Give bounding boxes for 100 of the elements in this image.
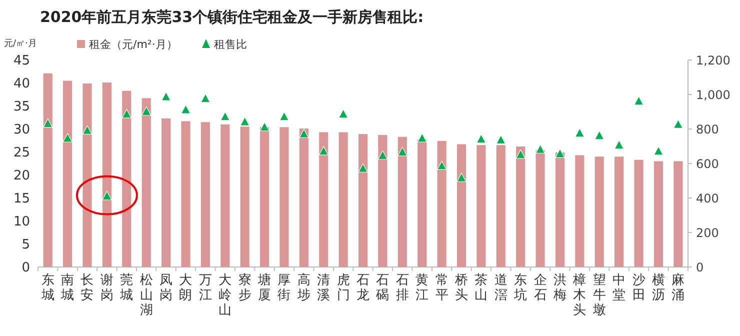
- y2-tick-label: 800: [696, 122, 719, 136]
- x-tick-label: 松山湖: [140, 273, 153, 318]
- point: [299, 128, 309, 138]
- x-tick-label: 南城: [60, 273, 74, 303]
- bar: [162, 118, 171, 267]
- point: [516, 150, 526, 159]
- x-tick-label: 厚街: [278, 273, 291, 303]
- point: [102, 190, 112, 200]
- point: [260, 122, 270, 132]
- x-tick-label: 黄江: [416, 273, 429, 303]
- y-tick-label: 35: [13, 100, 30, 114]
- point: [240, 116, 250, 126]
- x-tick-label: 道滘: [494, 273, 508, 303]
- y-tick-label: 5: [22, 238, 30, 252]
- y-tick-label: 30: [13, 122, 30, 138]
- bar: [43, 73, 52, 267]
- bar: [536, 150, 545, 267]
- x-tick-label: 莞城: [119, 273, 134, 303]
- x-tick-label: 石龙: [356, 273, 370, 303]
- y2-tick-label: 400: [696, 192, 719, 206]
- bar: [476, 145, 486, 267]
- y-axis-title: 元/㎡·月: [4, 38, 37, 49]
- point: [318, 146, 328, 156]
- bar: [181, 121, 190, 267]
- x-tick-label: 横沥: [652, 273, 665, 303]
- bar: [82, 83, 92, 267]
- point: [122, 109, 132, 118]
- x-tick-label: 清溪: [317, 273, 330, 303]
- chart-title: 2020年前五月东莞33个镇街住宅租金及一手新房售租比:: [40, 8, 424, 26]
- point: [496, 134, 506, 144]
- x-tick-label: 石排: [396, 273, 409, 303]
- bar: [516, 146, 526, 267]
- bar: [240, 126, 250, 267]
- x-tick-label: 樟木头: [572, 272, 586, 318]
- point: [535, 144, 546, 154]
- point: [654, 146, 664, 156]
- x-tick-label: 中堂: [612, 273, 626, 303]
- legend-label: 租金（元/m²·月）: [89, 38, 178, 51]
- bar: [418, 140, 427, 267]
- bar: [674, 161, 683, 267]
- point: [456, 172, 466, 182]
- x-tick-label: 望牛墩: [592, 273, 606, 318]
- x-tick-label: 石碣: [375, 273, 390, 303]
- bar: [299, 128, 308, 267]
- x-tick-label: 长安: [80, 273, 94, 303]
- bar: [338, 132, 348, 267]
- point: [417, 133, 427, 142]
- point: [142, 106, 152, 116]
- x-tick-label: 凤岗: [160, 273, 173, 303]
- point: [555, 148, 565, 158]
- bar: [456, 144, 466, 267]
- point: [358, 163, 368, 172]
- y-tick-label: 45: [13, 54, 30, 68]
- point: [634, 96, 644, 106]
- x-tick-label: 高埗: [296, 272, 310, 303]
- bar: [654, 161, 663, 267]
- x-tick-label: 东城: [40, 273, 54, 303]
- point: [673, 119, 683, 128]
- x-tick-label: 麻涌: [672, 273, 685, 303]
- point: [574, 128, 584, 138]
- x-tick-label: 大岭山: [218, 273, 232, 318]
- x-tick-label: 寮步: [238, 273, 252, 303]
- y-tick-label: 40: [13, 76, 30, 92]
- point: [180, 104, 191, 114]
- bar: [614, 156, 624, 267]
- point: [436, 160, 447, 170]
- y-tick-label: 10: [13, 214, 30, 230]
- x-tick-label: 谢岗: [100, 273, 114, 303]
- x-tick-label: 塘厦: [257, 273, 272, 303]
- x-tick-label: 虎门: [336, 273, 350, 303]
- point: [200, 94, 210, 103]
- point: [62, 133, 72, 142]
- point: [279, 112, 290, 121]
- point: [614, 140, 624, 150]
- bar: [102, 82, 112, 267]
- bar: [437, 140, 446, 267]
- point: [82, 125, 92, 135]
- y-tick-label: 20: [13, 168, 30, 184]
- y2-tick-label: 200: [696, 226, 719, 240]
- bar: [358, 134, 368, 267]
- x-tick-label: 茶山: [474, 273, 488, 303]
- point: [398, 146, 408, 156]
- y2-tick-label: 600: [696, 157, 719, 171]
- bar: [398, 136, 407, 267]
- y2-tick-label: 1,200: [696, 54, 730, 68]
- point: [378, 150, 388, 160]
- bar: [555, 152, 564, 267]
- x-tick-label: 万江: [198, 273, 212, 303]
- bar: [594, 156, 604, 267]
- x-tick-label: 东坑: [513, 273, 528, 303]
- bar: [63, 80, 72, 267]
- bar: [378, 134, 388, 267]
- bar: [319, 132, 328, 267]
- bar: [220, 124, 230, 267]
- bar: [634, 160, 644, 267]
- point: [338, 109, 348, 118]
- y-tick-label: 25: [13, 146, 30, 160]
- bar: [496, 145, 506, 267]
- point: [220, 112, 230, 121]
- y2-tick-label: 0: [696, 260, 704, 274]
